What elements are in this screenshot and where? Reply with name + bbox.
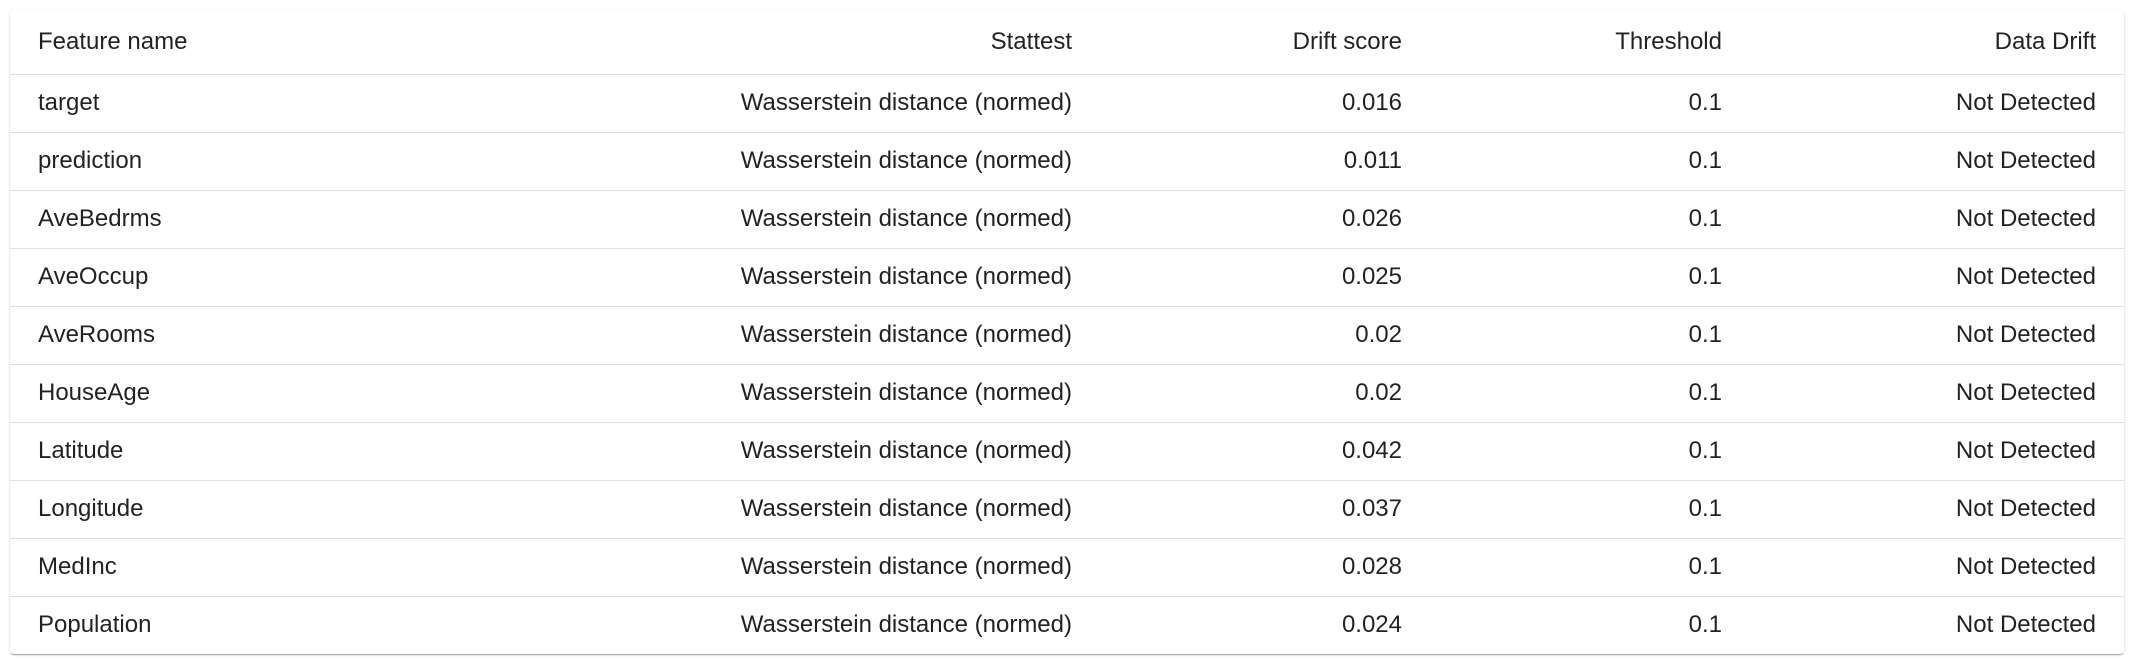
drift-table-container: Feature name Stattest Drift score Thresh… [10,10,2124,654]
cell-stattest: Wasserstein distance (normed) [460,74,1100,133]
cell-data-drift: Not Detected [1750,422,2124,481]
cell-drift-score: 0.011 [1100,132,1430,191]
header-feature-name[interactable]: Feature name [10,10,460,75]
cell-data-drift: Not Detected [1955,611,2096,639]
table-body: target Wasserstein distance (normed) 0.016… [10,74,2124,654]
cell-feature-name: AveOccup [10,248,460,307]
cell-feature-name: AveBedrms [10,190,460,249]
header-drift-score[interactable]: Drift score [1100,10,1430,75]
table-row: AveRooms Wasserstein distance (normed) 0.0… [10,306,2124,365]
cell-drift-score: 0.016 [1100,74,1430,133]
cell-stattest: Wasserstein distance (normed) [460,306,1100,365]
cell-data-drift: Not Detected [1750,538,2124,597]
cell-stattest: Wasserstein distance (normed) [460,364,1100,423]
cell-data-drift: Not Detected [1750,364,2124,423]
cell-feature-name: target [10,74,460,133]
cell-feature-name: Population [38,611,152,639]
cell-feature-name: AveRooms [10,306,460,365]
cell-drift-score: 0.037 [1100,480,1430,539]
cell-stattest: Wasserstein distance (normed) [460,248,1100,307]
cell-threshold: 0.1 [1430,538,1750,597]
table-row: AveBedrms Wasserstein distance (normed) 0.… [10,190,2124,249]
cell-threshold: 0.1 [1430,74,1750,133]
cell-drift-score: 0.026 [1100,190,1430,249]
cell-data-drift: Not Detected [1750,132,2124,191]
cell-threshold: 0.1 [1430,480,1750,539]
cell-threshold: 0.1 [1688,611,1722,639]
cell-threshold: 0.1 [1430,306,1750,365]
cell-feature-name: Latitude [10,422,460,481]
cell-drift-score: 0.028 [1100,538,1430,597]
cell-drift-score: 0.025 [1100,248,1430,307]
cell-drift-score: 0.02 [1100,306,1430,365]
table-row: Latitude Wasserstein distance (normed) 0.0… [10,422,2124,481]
cell-stattest: Wasserstein distance (normed) [460,132,1100,191]
cell-data-drift: Not Detected [1750,190,2124,249]
cell-stattest: Wasserstein distance (normed) [460,480,1100,539]
cell-feature-name: prediction [10,132,460,191]
cell-stattest: Wasserstein distance (normed) [740,611,1072,639]
cell-threshold: 0.1 [1430,132,1750,191]
header-threshold[interactable]: Threshold [1430,10,1750,75]
cell-drift-score: 0.02 [1100,364,1430,423]
cell-stattest: Wasserstein distance (normed) [460,538,1100,597]
table-row: MedInc Wasserstein distance (normed) 0.028… [10,538,2124,597]
header-row: Feature name Stattest Drift score Thresh… [10,10,2124,75]
table-row: AveOccup Wasserstein distance (normed) 0.0… [10,248,2124,307]
cell-feature-name: HouseAge [10,364,460,423]
cell-threshold: 0.1 [1430,248,1750,307]
cell-data-drift: Not Detected [1750,480,2124,539]
header-data-drift[interactable]: Data Drift [1750,10,2124,75]
drift-table: Feature name Stattest Drift score Thresh… [10,10,2124,654]
table-row: prediction Wasserstein distance (normed) 0… [10,132,2124,191]
cell-feature-name: Longitude [10,480,460,539]
cell-drift-score: 0.024 [1341,611,1402,639]
cell-drift-score: 0.042 [1100,422,1430,481]
cell-data-drift: Not Detected [1750,306,2124,365]
cell-threshold: 0.1 [1430,422,1750,481]
table-row: HouseAge Wasserstein distance (normed) 0.0… [10,364,2124,423]
table-row: Population Wasserstein distance (normed) 0… [10,596,2124,654]
table-header: Feature name Stattest Drift score Thresh… [10,10,2124,75]
cell-data-drift: Not Detected [1750,248,2124,307]
cell-feature-name: MedInc [10,538,460,597]
table-row: Longitude Wasserstein distance (normed) 0.… [10,480,2124,539]
cell-data-drift: Not Detected [1750,74,2124,133]
header-stattest[interactable]: Stattest [460,10,1100,75]
cell-stattest: Wasserstein distance (normed) [460,422,1100,481]
table-row: target Wasserstein distance (normed) 0.016… [10,74,2124,133]
cell-threshold: 0.1 [1430,364,1750,423]
cell-stattest: Wasserstein distance (normed) [460,190,1100,249]
cell-threshold: 0.1 [1430,190,1750,249]
